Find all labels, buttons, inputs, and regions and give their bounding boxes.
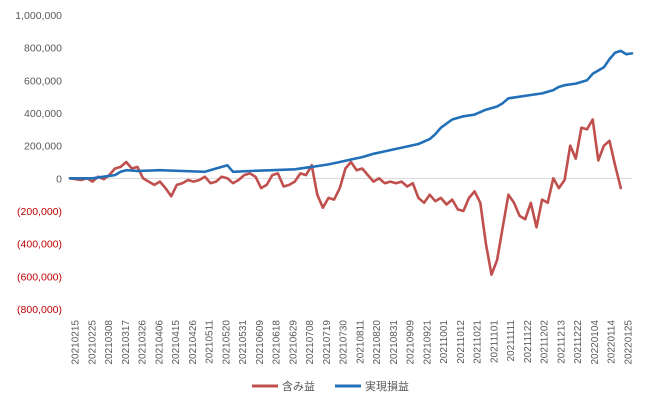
x-tick-label: 20210511: [205, 320, 216, 364]
x-tick-label: 20210909: [406, 320, 417, 365]
y-tick-label: 800,000: [24, 43, 62, 55]
x-tick-label: 20211213: [556, 320, 567, 364]
x-tick-label: 20211202: [540, 320, 551, 364]
series-lines: [68, 49, 634, 276]
x-axis: 20210215 20210225 20210308 20210317 20210326…: [70, 177, 635, 365]
legend-label-0: 含み益: [282, 379, 315, 393]
legend: 含み益 実現損益: [252, 379, 409, 393]
x-tick-label: 20220114: [607, 320, 618, 364]
x-tick-label: 20210629: [288, 320, 299, 365]
x-tick-label: 20211111: [506, 320, 517, 362]
series-line-1: [68, 49, 634, 180]
x-tick-label: 20210317: [121, 320, 132, 365]
x-tick-label: 20211222: [573, 320, 584, 364]
x-tick-label: 20210225: [87, 320, 98, 365]
x-tick-label: 20210406: [154, 320, 165, 365]
x-tick-label: 20210811: [355, 320, 366, 364]
y-tick-label: 200,000: [24, 141, 62, 153]
y-tick-label: (800,000): [17, 304, 62, 316]
x-tick-label: 20211001: [439, 320, 450, 364]
x-tick-label: 20211012: [456, 320, 467, 364]
y-axis: 1,000,000 800,000 600,000 400,000 200,000 0 (2…: [15, 10, 62, 316]
x-tick-label: 20210609: [255, 320, 266, 365]
x-tick-label: 20210719: [322, 320, 333, 365]
x-tick-label: 20210326: [138, 320, 149, 365]
x-tick-label: 20210215: [71, 320, 82, 365]
x-tick-label: 20211101: [489, 320, 500, 363]
x-tick-label: 20210531: [238, 320, 249, 365]
x-tick-label: 20211122: [523, 320, 534, 363]
x-tick-label: 20210921: [422, 320, 433, 365]
y-tick-label: 600,000: [24, 75, 62, 87]
x-tick-label: 20210520: [221, 320, 232, 365]
x-tick-label: 20210308: [104, 320, 115, 365]
legend-label-1: 実現損益: [365, 379, 409, 393]
y-tick-label: (400,000): [17, 239, 62, 251]
x-tick-label: 20210426: [188, 320, 199, 365]
series-line-0: [68, 118, 623, 276]
y-tick-label: 400,000: [24, 108, 62, 120]
x-tick-label: 20210708: [305, 320, 316, 365]
y-tick-label: (600,000): [17, 271, 62, 283]
x-tick-label: 20211021: [473, 320, 484, 364]
x-tick-label: 20220104: [590, 320, 601, 365]
y-tick-label: 1,000,000: [15, 10, 62, 22]
y-tick-label: (200,000): [17, 206, 62, 218]
x-tick-label: 20220125: [624, 320, 635, 365]
x-tick-label: 20210618: [272, 320, 283, 365]
x-tick-label: 20210831: [389, 320, 400, 365]
x-tick-label: 20210820: [372, 320, 383, 365]
x-tick-label: 20210730: [339, 320, 350, 365]
y-tick-label: 0: [56, 173, 62, 185]
x-tick-label: 20210415: [171, 320, 182, 365]
